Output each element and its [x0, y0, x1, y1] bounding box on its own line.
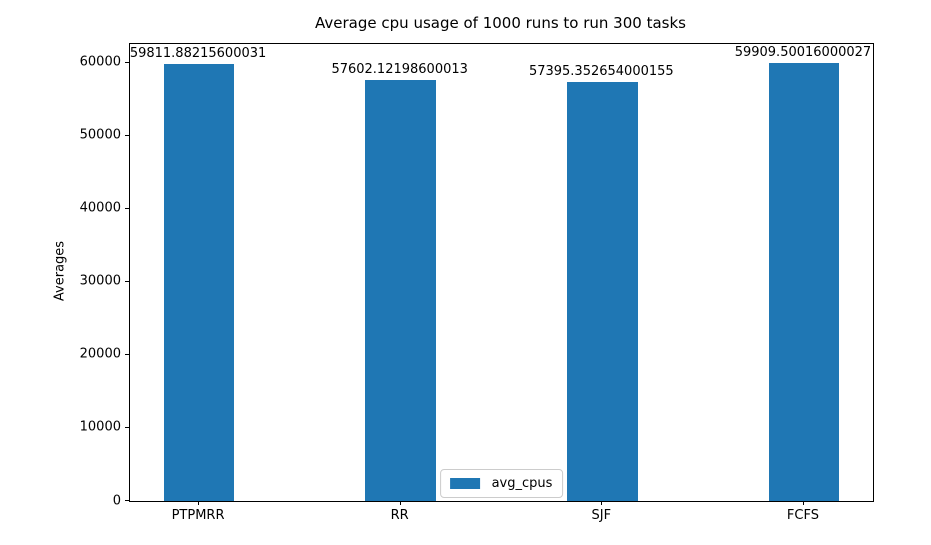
plot-area: avg_cpus: [129, 43, 874, 502]
y-tick-mark: [125, 426, 129, 428]
y-tick-label: 0: [112, 493, 121, 508]
y-tick-mark: [125, 134, 129, 136]
x-tick-mark: [601, 501, 603, 505]
y-tick-mark: [125, 353, 129, 355]
bar: [163, 64, 235, 501]
y-tick-mark: [125, 500, 129, 501]
x-tick-mark: [198, 501, 200, 505]
y-tick-label: 40000: [79, 200, 121, 216]
x-tick-mark: [399, 501, 401, 505]
y-tick-label: 30000: [79, 273, 121, 289]
y-tick-label: 20000: [79, 346, 121, 362]
x-tick-label: SJF: [591, 508, 612, 523]
y-tick-label: 10000: [79, 419, 121, 435]
y-axis-label: Averages: [52, 240, 68, 302]
y-tick-label: 50000: [79, 127, 121, 143]
y-tick-label: 60000: [79, 54, 121, 70]
legend-swatch: [449, 478, 480, 489]
x-tick-label: PTPMRR: [171, 508, 225, 523]
bar: [567, 81, 638, 501]
bar-value-label: 57602.12198600013: [331, 62, 468, 78]
bar: [768, 63, 840, 501]
y-tick-mark: [125, 280, 129, 282]
x-tick-mark: [802, 501, 804, 505]
bar-value-label: 57395.352654000155: [528, 63, 674, 79]
legend: avg_cpus: [439, 469, 564, 498]
chart-title: Average cpu usage of 1000 runs to run 30…: [315, 14, 686, 32]
y-tick-mark: [125, 61, 129, 63]
bar: [365, 80, 436, 501]
legend-label: avg_cpus: [491, 476, 553, 491]
x-tick-label: RR: [390, 508, 409, 523]
y-tick-mark: [125, 207, 129, 209]
x-tick-label: FCFS: [786, 508, 819, 523]
bar-value-label: 59909.50016000027: [734, 45, 872, 61]
bar-value-label: 59811.88215600031: [129, 46, 267, 61]
